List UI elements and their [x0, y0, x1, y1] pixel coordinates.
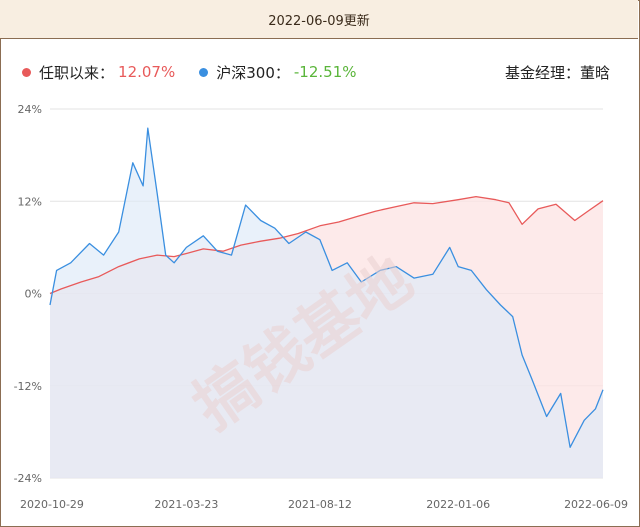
x-tick-label: 2022-01-06 [426, 498, 490, 511]
x-tick-label: 2022-06-09 [564, 498, 628, 511]
manager-name: 董晗 [579, 63, 610, 82]
x-tick-label: 2021-08-12 [288, 498, 352, 511]
chart-lines [49, 127, 604, 448]
fund-series-name: 任职以来 [39, 63, 100, 82]
index-colon: ： [274, 63, 290, 82]
update-date: 2022-06-09更新 [268, 13, 370, 29]
legend-item-index[interactable]: 沪深300 ： -12.51% [199, 62, 357, 83]
x-axis-ticks: 2020-10-29 2021-03-23 2021-08-12 2022-01-06… [20, 498, 628, 511]
y-axis-ticks: 24% 12% 0% -12% -24% [14, 103, 42, 485]
fund-series-line [49, 195, 604, 295]
index-series-line [49, 127, 604, 448]
legend-item-fund[interactable]: 任职以来 ： 12.07% [22, 62, 175, 83]
x-tick-label: 2021-03-23 [154, 498, 218, 511]
chart-areas [50, 128, 603, 478]
fund-manager: 基金经理： 董晗 [505, 60, 610, 84]
index-series-name: 沪深300 [216, 63, 275, 82]
index-return-value: -12.51% [293, 63, 357, 81]
y-tick-label: -12% [14, 380, 42, 393]
y-tick-label: 24% [18, 103, 42, 116]
y-tick-label: 0% [25, 288, 42, 301]
update-banner: 2022-06-09更新 [0, 0, 638, 39]
index-legend-dot-icon [199, 67, 209, 77]
fund-legend-dot-icon [22, 67, 31, 77]
fund-colon: ： [99, 63, 115, 82]
x-tick-label: 2020-10-29 [20, 498, 84, 511]
fund-return-value: 12.07% [118, 63, 176, 81]
y-tick-label: -24% [14, 472, 42, 485]
manager-label: 基金经理： [504, 63, 580, 82]
index-area [50, 128, 603, 478]
y-tick-label: 12% [18, 195, 42, 208]
chart-legend: 任职以来 ： 12.07% 沪深300 ： -12.51% [22, 60, 381, 84]
